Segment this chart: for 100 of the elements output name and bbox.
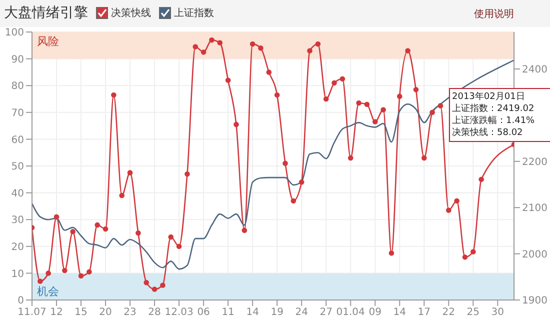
point [217,40,223,46]
point [258,45,264,51]
point [364,102,370,108]
point [430,110,435,116]
point [462,254,468,260]
chart-title: 大盘情绪引擎 [4,4,88,22]
x-tick-label: 01.04 [336,307,365,318]
point [446,208,452,213]
point [396,94,402,99]
band-label: 风险 [37,34,59,48]
point [478,176,484,182]
y-tick-label: 70 [11,108,24,119]
y2-tick-label: 2400 [522,64,548,76]
point [111,92,116,98]
x-tick-label: 14 [393,307,406,318]
y-tick-label: 100 [4,28,24,39]
point [438,103,444,108]
y2-tick-label: 2200 [522,156,548,168]
y-tick-label: 50 [11,162,24,173]
y2-tick-label: 2100 [522,203,548,214]
point [332,80,337,86]
point [144,280,150,286]
point [250,41,256,47]
y-tick-label: 10 [11,268,24,280]
point [209,37,214,43]
point [307,48,312,54]
y-tick-label: 40 [11,188,24,200]
annotation: 2013年02月01日 [452,91,526,103]
point [234,122,239,128]
point [200,49,206,55]
legend-label: 决策快线 [110,6,151,20]
point [94,222,100,228]
y2-tick-label: 1900 [522,296,548,307]
x-tick-label: 24 [295,307,308,318]
x-tick-label: 20 [99,307,112,318]
x-tick-label: 12.03 [164,307,194,318]
point [380,107,386,112]
point [323,96,329,102]
point [242,228,248,233]
point [340,76,346,82]
point [372,119,378,124]
point [70,229,76,234]
band-label: 机会 [37,285,59,298]
x-tick-label: 23 [124,307,136,318]
point [470,249,476,254]
y-tick-label: 80 [11,81,24,92]
point [160,282,166,288]
point [127,170,133,176]
x-tick-label: 15 [74,307,88,318]
x-tick-label: 19 [270,307,284,318]
x-tick-label: 11 [222,307,234,318]
point [152,286,158,292]
point [168,234,174,240]
point [184,171,190,177]
x-tick-label: 22 [442,307,456,318]
point [315,41,321,47]
y-tick-label: 60 [11,134,24,146]
x-tick-label: 30 [491,307,504,318]
x-tick-label: 17 [418,307,431,318]
point [405,48,410,54]
point [192,44,198,50]
point [54,214,60,220]
point [62,268,68,274]
legend-label: 上证指数 [173,6,214,20]
annotation: 上证涨跌幅：1.41% [452,115,536,127]
point [356,100,362,106]
point [102,226,108,232]
point [78,273,84,279]
x-tick-label: 14 [246,307,259,318]
y2-tick-label: 2000 [522,249,548,260]
point [298,179,304,185]
point [119,192,125,198]
y-tick-label: 90 [11,54,24,66]
point [348,155,354,161]
y-tick-label: 20 [11,242,24,253]
point [421,155,427,161]
x-tick-label: 06 [197,307,210,318]
x-tick-label: 12 [50,307,63,318]
x-tick-label: 09 [368,307,382,318]
point [38,278,43,284]
point [282,160,288,166]
y-tick-label: 0 [18,296,24,307]
point [176,244,182,250]
point [388,250,394,256]
x-tick-label: 25 [466,307,480,318]
point [274,92,280,98]
text: 使用说明 [474,8,514,21]
point [225,78,231,83]
point [266,70,272,75]
point [46,270,51,276]
annotation: 决策快线：58.02 [452,127,524,139]
x-tick-label: 28 [148,307,161,318]
x-tick-label: 11.07 [18,307,46,318]
point [136,230,141,236]
x-tick-label: 27 [320,307,332,318]
point [290,198,296,204]
point [413,86,419,92]
point [454,198,460,204]
annotation: 上证指数：2419.02 [452,103,536,115]
y-tick-label: 30 [11,215,24,226]
